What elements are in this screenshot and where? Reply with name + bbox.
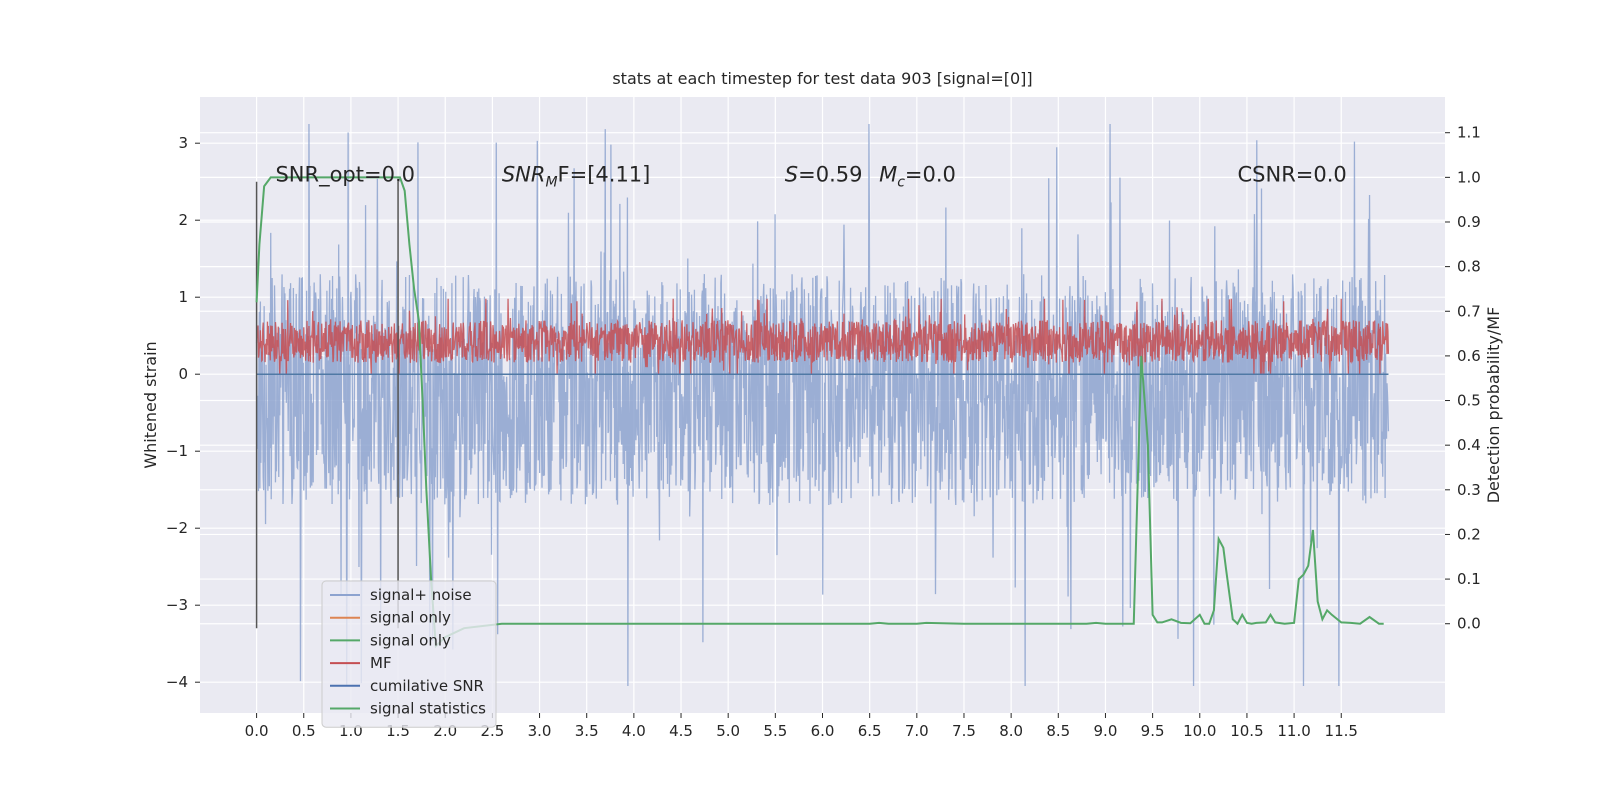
- x-tick-label-19: 9.5: [1141, 722, 1165, 740]
- x-tick-label-9: 4.5: [669, 722, 693, 740]
- annotation-snr-opt: SNR_opt=0.0: [275, 163, 415, 188]
- annotation-s-val-suffix: =0.59: [798, 163, 862, 187]
- x-tick-label-1: 0.5: [292, 722, 316, 740]
- annotation-mc-val-subscript: c: [897, 175, 905, 191]
- y-axis-label: Whitened strain: [141, 341, 160, 468]
- x-tick-label-7: 3.5: [575, 722, 599, 740]
- y-tick-label-1: −3: [166, 596, 188, 614]
- x-tick-label-10: 5.0: [716, 722, 740, 740]
- y-right-tick-label-10: 1.0: [1457, 168, 1481, 186]
- legend-label-5: signal statistics: [370, 700, 486, 718]
- y-right-tick-label-3: 0.3: [1457, 481, 1481, 499]
- y-axis-right-label: Detection probability/MF: [1484, 307, 1503, 504]
- x-tick-label-23: 11.5: [1325, 722, 1358, 740]
- x-tick-label-12: 6.0: [811, 722, 835, 740]
- series-0-line: [255, 123, 1390, 687]
- legend-frame: [321, 580, 497, 728]
- annotation-csnr: CSNR=0.0: [1238, 163, 1347, 187]
- annotation-s-val: S=0.59: [785, 163, 863, 187]
- series-3-line: [255, 298, 1390, 375]
- y-tick-label-4: 0: [178, 365, 188, 383]
- x-tick-label-14: 7.0: [905, 722, 929, 740]
- y-right-tick-label-8: 0.8: [1457, 258, 1481, 276]
- x-tick-label-16: 8.0: [999, 722, 1023, 740]
- y-right-tick-label-2: 0.2: [1457, 525, 1481, 543]
- annotation-snr-mf: SNRMF=[4.11]: [502, 163, 651, 191]
- y-right-tick-label-0: 0.0: [1457, 615, 1481, 633]
- series-layer: [255, 123, 1390, 687]
- x-tick-label-20: 10.0: [1183, 722, 1216, 740]
- series-5-line: [255, 176, 1384, 649]
- x-tick-label-6: 3.0: [528, 722, 552, 740]
- y-right-tick-label-9: 0.9: [1457, 213, 1481, 231]
- x-tick-label-22: 11.0: [1277, 722, 1310, 740]
- y-right-tick-label-5: 0.5: [1457, 392, 1481, 410]
- annotation-snr-mf-suffix: F=[4.11]: [558, 163, 651, 187]
- y-tick-label-6: 2: [178, 211, 188, 229]
- legend: signal+ noise signal only signal only MF cum…: [321, 580, 497, 728]
- x-tick-label-18: 9.0: [1094, 722, 1118, 740]
- axis-ticks: 0.0 0.5 1.0 1.5 2.0 2.5 3.0 3.5 4.0 4.5 5.0 5.5 6.0 6…: [166, 124, 1481, 740]
- y-right-tick-label-6: 0.6: [1457, 347, 1481, 365]
- y-tick-label-7: 3: [178, 134, 188, 152]
- x-tick-label-0: 0.0: [245, 722, 269, 740]
- annotation-s-val-prefix: S: [785, 163, 798, 187]
- x-tick-label-8: 4.0: [622, 722, 646, 740]
- annotations: SNR_opt=0.0 SNRMF=[4.11] S=0.59 Mc=0.0 CSNR=…: [275, 163, 1346, 191]
- annotation-snr-mf-prefix: SNR: [502, 163, 546, 187]
- y-tick-label-5: 1: [178, 288, 188, 306]
- annotation-mc-val-suffix: =0.0: [905, 163, 956, 187]
- y-tick-label-2: −2: [166, 519, 188, 537]
- annotation-mc-val: Mc=0.0: [879, 163, 956, 191]
- x-tick-label-21: 10.5: [1230, 722, 1263, 740]
- x-tick-label-17: 8.5: [1046, 722, 1070, 740]
- y-tick-label-0: −4: [166, 673, 188, 691]
- legend-label-1: signal only: [370, 609, 451, 627]
- y-right-tick-label-11: 1.1: [1457, 124, 1481, 142]
- legend-label-4: cumilative SNR: [370, 677, 484, 695]
- legend-label-3: MF: [370, 654, 392, 672]
- legend-label-0: signal+ noise: [370, 586, 472, 604]
- x-tick-label-15: 7.5: [952, 722, 976, 740]
- annotation-snr-mf-subscript: M: [545, 175, 557, 191]
- x-tick-label-13: 6.5: [858, 722, 882, 740]
- y-right-tick-label-1: 0.1: [1457, 570, 1481, 588]
- y-tick-label-3: −1: [166, 442, 188, 460]
- legend-label-2: signal only: [370, 631, 451, 649]
- chart-title: stats at each timestep for test data 903…: [612, 69, 1032, 88]
- x-tick-label-11: 5.5: [763, 722, 787, 740]
- y-right-tick-label-7: 0.7: [1457, 302, 1481, 320]
- y-right-tick-label-4: 0.4: [1457, 436, 1481, 454]
- annotation-mc-val-prefix: M: [879, 163, 897, 187]
